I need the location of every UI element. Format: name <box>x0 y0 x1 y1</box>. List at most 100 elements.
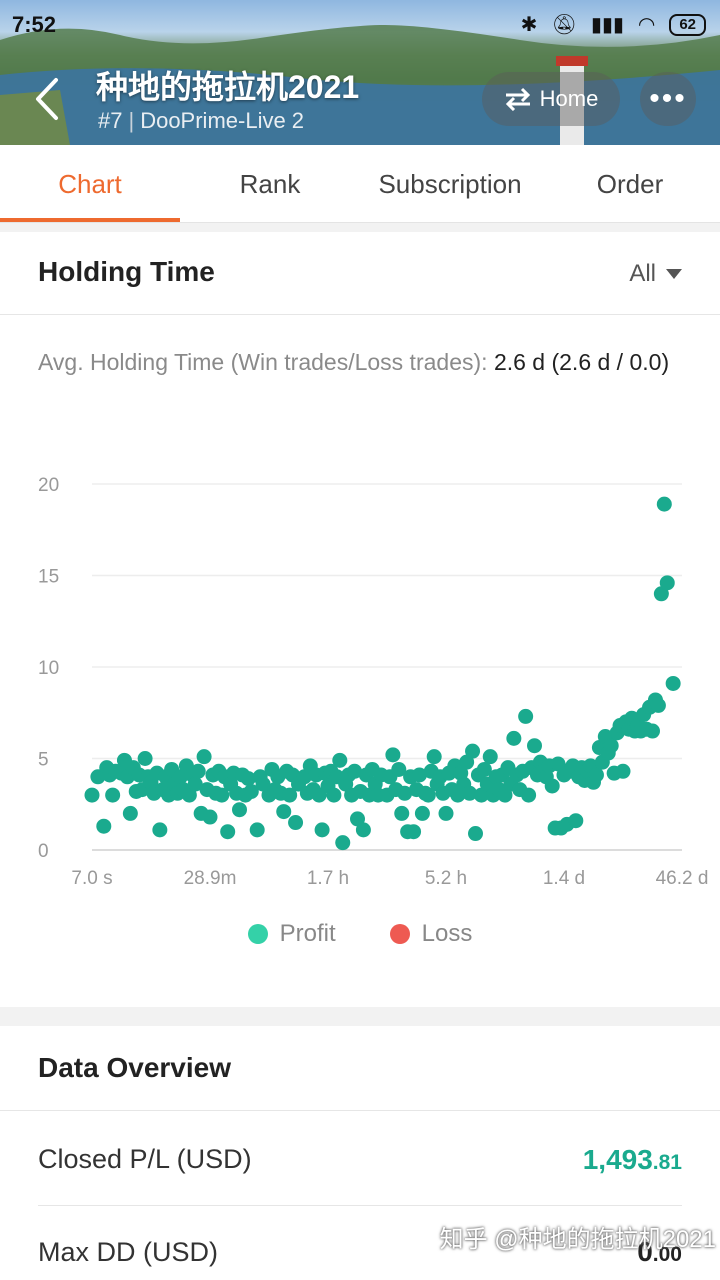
profit-trade-point[interactable] <box>473 787 489 803</box>
max-dd-value: 0.00 <box>637 1236 682 1268</box>
profit-trade-point[interactable] <box>420 787 436 803</box>
profit-trade-point[interactable] <box>568 813 584 829</box>
profit-trade-point[interactable] <box>397 785 413 801</box>
profit-trade-point[interactable] <box>220 824 236 840</box>
max-dd-row: Max DD (USD) 0.00 <box>38 1206 682 1280</box>
profit-trade-point[interactable] <box>355 822 371 838</box>
profit-trade-point[interactable] <box>650 697 666 713</box>
profit-trade-point[interactable] <box>411 767 427 783</box>
profit-trade-point[interactable] <box>347 763 363 779</box>
caret-down-icon <box>666 269 682 279</box>
swap-arrows-icon <box>505 87 530 111</box>
profit-trade-point[interactable] <box>350 811 365 827</box>
holding-time-filter[interactable]: All <box>629 260 682 288</box>
more-options-button[interactable]: ••• <box>640 72 696 126</box>
profit-trade-point[interactable] <box>468 826 483 842</box>
profit-trade-point[interactable] <box>665 675 681 691</box>
chart-legend: Profit Loss <box>0 920 720 948</box>
profit-trade-point[interactable] <box>406 824 422 840</box>
home-button[interactable]: Home <box>482 72 620 126</box>
profit-trade-point[interactable] <box>96 818 112 834</box>
profit-trade-point[interactable] <box>240 771 256 787</box>
signal-icon: ▮▮▮ <box>590 14 624 36</box>
profit-trade-point[interactable] <box>527 738 542 754</box>
profit-trade-point[interactable] <box>550 756 566 772</box>
avg-holding-value: 2.6 d (2.6 d / 0.0) <box>493 349 670 375</box>
profit-trade-point[interactable] <box>426 749 442 765</box>
max-dd-label: Max DD (USD) <box>38 1236 218 1267</box>
back-button[interactable] <box>26 72 70 126</box>
profit-trade-point[interactable] <box>506 730 522 746</box>
profit-trade-point[interactable] <box>276 804 292 820</box>
x-tick-label: 28.9m <box>184 868 237 889</box>
profit-trade-point[interactable] <box>518 708 534 724</box>
profit-trade-point[interactable] <box>656 496 672 512</box>
profit-trade-point[interactable] <box>414 805 430 821</box>
profit-trade-point[interactable] <box>190 763 206 779</box>
holding-time-scatter-chart: 20 15 10 5 0 7.0 s 28.9m 1.7 h 5.2 h 1.4 d 46.2 d <box>38 475 708 889</box>
profit-trade-point[interactable] <box>438 805 454 821</box>
profit-trade-point[interactable] <box>659 575 675 591</box>
profit-trade-point[interactable] <box>391 761 407 777</box>
profit-trade-point[interactable] <box>394 805 410 821</box>
legend-profit[interactable]: Profit <box>247 920 336 948</box>
profit-trade-point[interactable] <box>152 822 168 838</box>
profit-trade-point[interactable] <box>603 738 619 754</box>
profit-trade-point[interactable] <box>615 763 631 779</box>
y-tick-label: 15 <box>38 567 59 588</box>
legend-loss-swatch <box>389 924 410 944</box>
x-tick-label: 7.0 s <box>71 868 112 889</box>
profit-trade-point[interactable] <box>462 785 478 801</box>
tab-chart[interactable]: Chart <box>0 145 180 222</box>
tab-rank[interactable]: Rank <box>239 169 301 199</box>
profit-trade-point[interactable] <box>497 787 513 803</box>
profit-trade-point[interactable] <box>214 787 230 803</box>
profit-trade-point[interactable] <box>105 787 121 803</box>
profit-trade-point[interactable] <box>255 776 271 792</box>
profit-trade-point[interactable] <box>84 787 100 803</box>
profit-trade-point[interactable] <box>282 787 298 803</box>
legend-loss[interactable]: Loss <box>389 920 473 948</box>
more-dots-icon: ••• <box>649 82 687 115</box>
profit-trade-point[interactable] <box>385 747 401 763</box>
y-tick-label: 20 <box>38 475 59 496</box>
avg-holding-time: Avg. Holding Time (Win trades/Loss trade… <box>38 346 678 378</box>
battery-icon: 62 <box>669 13 706 36</box>
profit-trade-point[interactable] <box>181 787 197 803</box>
profit-trade-point[interactable] <box>645 723 660 739</box>
server-name: DooPrime-Live 2 <box>140 108 305 133</box>
profit-trade-point[interactable] <box>326 787 342 803</box>
profit-trade-point[interactable] <box>296 769 312 785</box>
profit-trade-point[interactable] <box>232 802 247 818</box>
profit-trade-point[interactable] <box>459 754 475 770</box>
profit-trade-point[interactable] <box>476 761 492 777</box>
profit-trade-point[interactable] <box>187 776 203 792</box>
profit-trade-point[interactable] <box>450 787 466 803</box>
x-tick-label: 1.7 h <box>307 868 349 889</box>
profit-trade-point[interactable] <box>288 815 304 831</box>
closed-pl-row: Closed P/L (USD) 1,493.81 <box>38 1114 682 1206</box>
profit-trade-point[interactable] <box>335 835 351 851</box>
subtitle-separator: | <box>128 108 135 133</box>
tab-order[interactable]: Order <box>596 169 664 199</box>
profit-trade-point[interactable] <box>588 767 604 783</box>
profit-trade-point[interactable] <box>544 778 560 794</box>
profit-trade-point[interactable] <box>521 787 537 803</box>
profit-trade-point[interactable] <box>332 752 348 768</box>
profit-trade-point[interactable] <box>465 743 481 759</box>
legend-profit-swatch <box>247 924 268 944</box>
profit-trade-point[interactable] <box>243 783 259 799</box>
watermark-text: 知乎 @种地的拖拉机2021 <box>439 1226 716 1253</box>
legend-loss-label: Loss <box>421 920 473 947</box>
profit-trade-point[interactable] <box>196 749 212 765</box>
profit-trade-point[interactable] <box>202 809 218 825</box>
tab-subscription[interactable]: Subscription <box>378 169 522 199</box>
profit-trade-point[interactable] <box>482 749 498 765</box>
profit-trade-point[interactable] <box>122 805 138 821</box>
profit-trade-point[interactable] <box>314 822 330 838</box>
max-dd-int: 0 <box>637 1236 653 1267</box>
profit-trade-point[interactable] <box>653 586 669 602</box>
profit-trade-point[interactable] <box>249 822 265 838</box>
profit-trade-point[interactable] <box>173 769 188 785</box>
profit-trade-point[interactable] <box>137 751 153 766</box>
